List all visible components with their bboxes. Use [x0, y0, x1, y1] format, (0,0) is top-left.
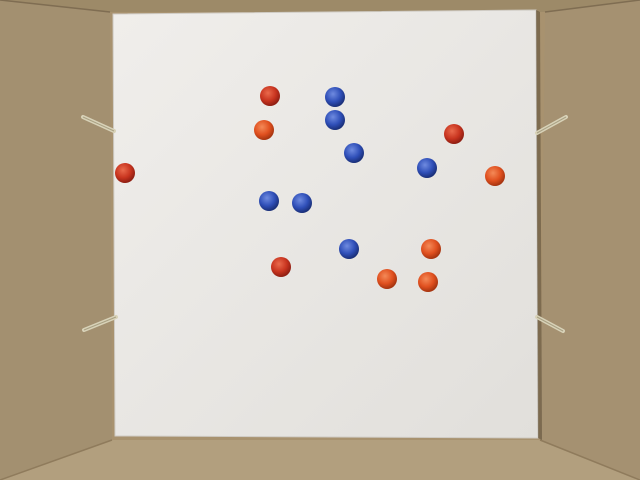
board-shadow-edge	[536, 10, 542, 440]
pin	[81, 115, 116, 133]
blue-bead	[259, 191, 279, 211]
pin	[535, 115, 568, 135]
blue-bead	[292, 193, 312, 213]
red-bead	[260, 86, 280, 106]
red-bead	[418, 272, 438, 292]
pin	[82, 315, 118, 332]
blue-bead	[417, 158, 437, 178]
blue-bead	[344, 143, 364, 163]
red-bead	[377, 269, 397, 289]
white-board	[112, 9, 539, 439]
red-bead	[254, 120, 274, 140]
box-wall-top	[0, 0, 640, 12]
red-bead	[421, 239, 441, 259]
red-bead	[115, 163, 135, 183]
blue-bead	[339, 239, 359, 259]
box-corner-edge	[0, 439, 113, 480]
red-bead	[444, 124, 464, 144]
box-wall-left	[0, 0, 112, 480]
box-corner-edge	[0, 0, 111, 13]
beads	[115, 86, 505, 292]
box-wall-bottom	[0, 440, 640, 480]
pin	[535, 315, 565, 333]
box-corner-edge	[544, 0, 640, 13]
blue-bead	[325, 110, 345, 130]
red-bead	[271, 257, 291, 277]
box-wall-right	[540, 0, 640, 480]
box-corner-edge	[539, 439, 640, 480]
red-bead	[485, 166, 505, 186]
blue-bead	[325, 87, 345, 107]
